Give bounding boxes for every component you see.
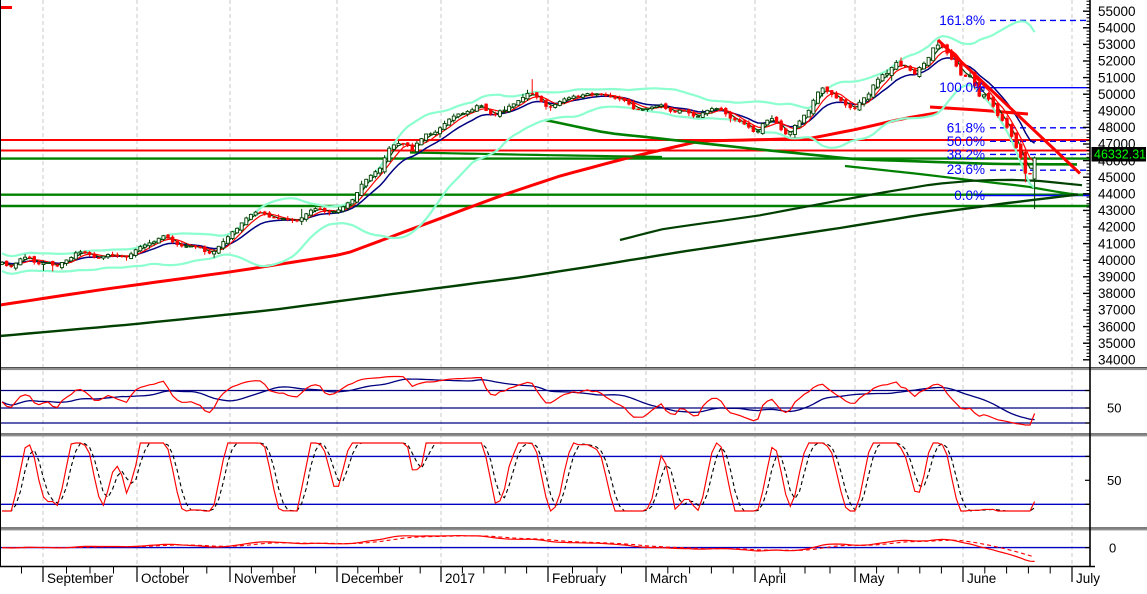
svg-text:50: 50 [1107, 401, 1121, 416]
svg-text:51000: 51000 [1098, 70, 1136, 85]
svg-text:44000: 44000 [1098, 187, 1136, 202]
svg-text:2017: 2017 [445, 571, 475, 586]
svg-text:October: October [141, 571, 190, 586]
svg-text:50: 50 [1107, 473, 1121, 488]
svg-text:34000: 34000 [1098, 353, 1136, 368]
svg-text:50.0%: 50.0% [947, 134, 985, 149]
svg-text:41000: 41000 [1098, 236, 1136, 251]
svg-text:38.2%: 38.2% [947, 147, 985, 162]
svg-text:61.8%: 61.8% [947, 120, 985, 135]
svg-text:0: 0 [1109, 540, 1116, 555]
svg-text:50000: 50000 [1098, 87, 1136, 102]
svg-text:54000: 54000 [1098, 21, 1136, 36]
svg-text:48000: 48000 [1098, 120, 1136, 135]
svg-text:52000: 52000 [1098, 54, 1136, 69]
svg-text:June: June [967, 571, 996, 586]
svg-text:42000: 42000 [1098, 220, 1136, 235]
svg-text:36000: 36000 [1098, 319, 1136, 334]
svg-text:September: September [47, 571, 114, 586]
svg-text:40000: 40000 [1098, 253, 1136, 268]
svg-text:May: May [859, 571, 885, 586]
svg-text:53000: 53000 [1098, 37, 1136, 52]
svg-text:55000: 55000 [1098, 4, 1136, 19]
svg-text:0.0%: 0.0% [954, 188, 985, 203]
svg-text:April: April [759, 571, 786, 586]
svg-text:46332.31: 46332.31 [1094, 148, 1146, 162]
svg-text:35000: 35000 [1098, 336, 1136, 351]
svg-text:December: December [341, 571, 404, 586]
svg-text:39000: 39000 [1098, 270, 1136, 285]
svg-text:November: November [234, 571, 297, 586]
svg-text:161.8%: 161.8% [939, 13, 985, 28]
svg-text:100.0%: 100.0% [939, 80, 985, 95]
svg-text:37000: 37000 [1098, 303, 1136, 318]
svg-text:February: February [552, 571, 606, 586]
svg-text:49000: 49000 [1098, 104, 1136, 119]
svg-text:45000: 45000 [1098, 170, 1136, 185]
svg-text:July: July [1076, 571, 1100, 586]
svg-text:23.6%: 23.6% [947, 162, 985, 177]
svg-text:43000: 43000 [1098, 203, 1136, 218]
svg-text:38000: 38000 [1098, 286, 1136, 301]
svg-text:March: March [650, 571, 688, 586]
